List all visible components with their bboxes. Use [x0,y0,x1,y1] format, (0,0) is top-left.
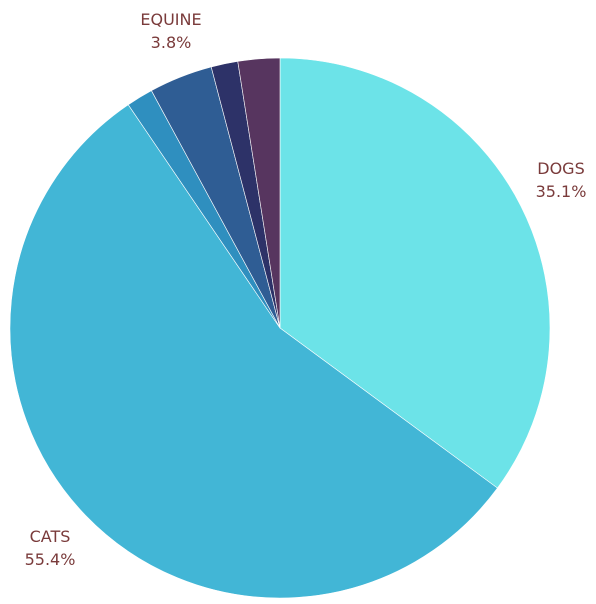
pie-slice-dogs [279,57,551,489]
label-dogs-name: DOGS [537,159,585,178]
label-cats-name: CATS [29,527,71,546]
label-dogs-value: 35.1% [535,182,587,201]
label-equine-value: 3.8% [150,33,192,52]
label-cats-value: 55.4% [24,550,76,569]
pie-slice-other3 [237,57,281,329]
label-dogs: DOGS 35.1% [536,157,587,203]
label-cats: CATS 55.4% [25,525,76,571]
label-equine-name: EQUINE [140,10,202,29]
pie-slice-cats [9,104,498,599]
label-equine: EQUINE 3.8% [140,8,201,54]
